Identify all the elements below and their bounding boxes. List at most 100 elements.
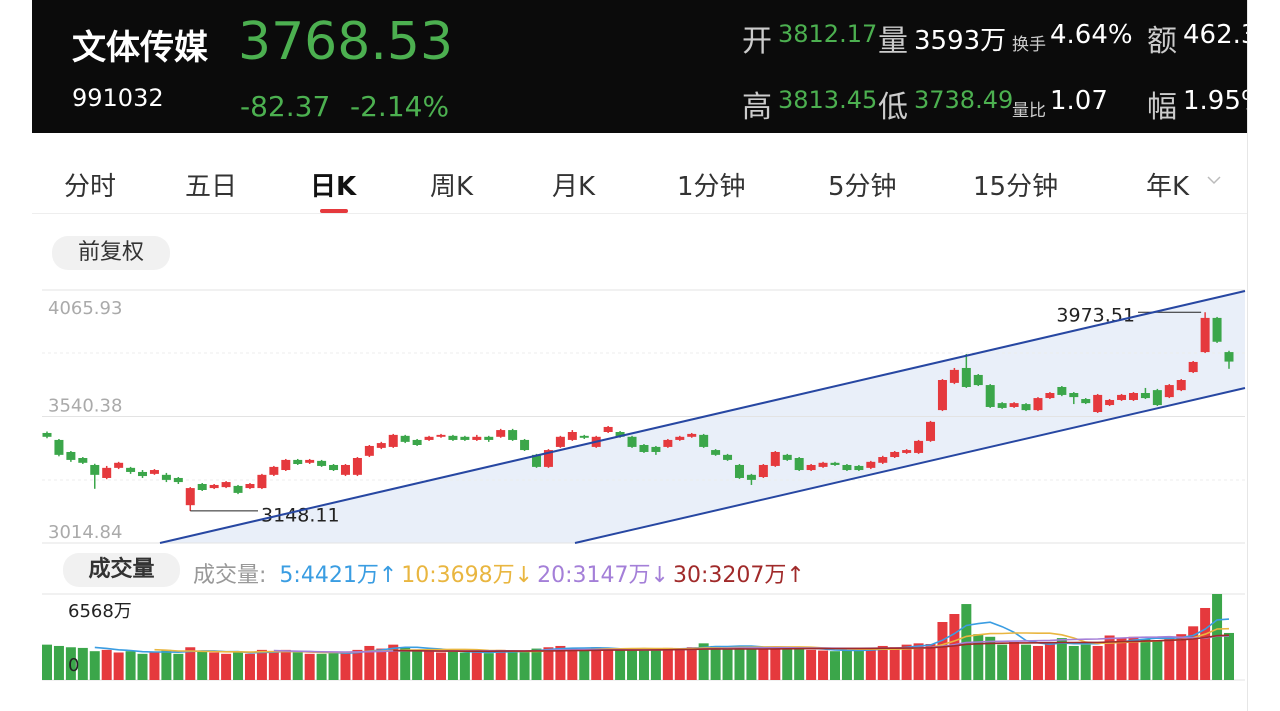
volume-bar xyxy=(89,651,100,680)
volume-bar xyxy=(221,653,232,680)
candle-body xyxy=(1033,398,1043,411)
volume-bar xyxy=(1140,639,1151,680)
volume-bar xyxy=(1116,638,1127,680)
trend-line xyxy=(574,387,1246,544)
candle-body xyxy=(388,434,398,447)
candle-body xyxy=(866,461,876,468)
volume-bar xyxy=(865,648,876,680)
candle-body xyxy=(114,462,124,468)
volume-bar xyxy=(197,651,208,680)
volume-bar xyxy=(280,649,291,680)
volume-bar xyxy=(233,652,244,680)
candle-body xyxy=(508,430,518,440)
candle-body xyxy=(424,436,434,440)
tab[interactable]: 5分钟 xyxy=(828,172,897,202)
candle-body xyxy=(1152,390,1162,406)
volume-bar xyxy=(292,652,303,680)
divider xyxy=(32,213,1247,214)
candle-body xyxy=(914,440,924,453)
stat-value: 462.3 xyxy=(1183,20,1247,50)
candle-body xyxy=(926,421,936,441)
volume-bar xyxy=(424,651,435,680)
volume-bar xyxy=(1044,643,1055,680)
volume-bar xyxy=(985,636,996,680)
y-tick-label: 4065.93 xyxy=(48,298,122,319)
volume-bar xyxy=(627,649,638,680)
trend-line xyxy=(159,290,1246,544)
candle-body xyxy=(842,464,852,471)
legend-title: 成交量: xyxy=(193,563,267,588)
volume-bar xyxy=(268,651,279,680)
candle-body xyxy=(699,434,709,447)
tab[interactable]: 五日 xyxy=(185,172,238,202)
volume-bar xyxy=(591,647,602,680)
candle-body xyxy=(376,443,386,448)
candle-body xyxy=(293,459,303,465)
candle-body xyxy=(830,462,840,465)
tab[interactable]: 周K xyxy=(430,172,474,202)
stat-value: 1.07 xyxy=(1050,86,1108,116)
candle-body xyxy=(496,430,506,437)
candle-body xyxy=(352,457,362,475)
volume-bar xyxy=(925,643,936,680)
candle-body xyxy=(149,470,159,474)
volume-bar xyxy=(1021,644,1032,680)
stat-value: 3812.17 xyxy=(778,20,878,48)
volume-bar xyxy=(101,649,112,680)
volume-bar xyxy=(997,644,1008,680)
candle-body xyxy=(890,451,900,458)
candle-body xyxy=(746,474,756,480)
candle-body xyxy=(902,450,912,453)
candle-body xyxy=(949,369,959,383)
candle-body xyxy=(627,436,637,447)
volume-bar xyxy=(841,650,852,680)
candle-body xyxy=(1224,352,1234,362)
ma-legend: 成交量: 5:4421万↑ 10:3698万↓ 20:3147万↓ 30:3207万↑ xyxy=(193,557,805,589)
volume-bar xyxy=(674,648,685,680)
stat-label: 高 xyxy=(742,90,772,125)
stat-label: 换手 xyxy=(1012,35,1046,55)
candle-body xyxy=(42,432,52,437)
tab[interactable]: 日K xyxy=(310,172,357,202)
volume-bar xyxy=(316,653,327,680)
chart: 3014.84 3540.38 4065.93 3973.51 3148.11 0 6568… xyxy=(42,289,1246,681)
volume-bar xyxy=(412,649,423,680)
low-label: 3148.11 xyxy=(261,504,340,526)
volume-bar xyxy=(42,644,52,680)
stat-value: 1.95% xyxy=(1183,86,1247,116)
volume-bar xyxy=(698,643,709,680)
volume-button[interactable]: 成交量 xyxy=(63,553,180,587)
candle-body xyxy=(770,451,780,466)
candle-body xyxy=(1176,380,1186,391)
tab[interactable]: 15分钟 xyxy=(973,172,1059,202)
volume-bar xyxy=(1164,636,1175,680)
volume-bar xyxy=(638,648,649,680)
volume-bar xyxy=(388,644,399,680)
volume-bar xyxy=(400,647,411,680)
candle-body xyxy=(1057,386,1067,395)
stat-label: 低 xyxy=(878,90,908,125)
adjust-button[interactable]: 前复权 xyxy=(52,236,170,270)
ma-label: 5:4421万↑ xyxy=(279,563,398,588)
candle-body xyxy=(1069,393,1079,398)
tab[interactable]: 1分钟 xyxy=(677,172,746,202)
volume-bar xyxy=(352,649,363,680)
candle-body xyxy=(472,436,482,440)
volume-bar xyxy=(519,650,530,680)
ma-label: 10:3698万↓ xyxy=(401,563,534,588)
volume-bar xyxy=(806,649,817,680)
tab[interactable]: 月K xyxy=(552,172,596,202)
candle-body xyxy=(90,464,100,475)
tab[interactable]: 分时 xyxy=(64,172,117,202)
volume-bar xyxy=(710,645,721,680)
volume-bar xyxy=(1200,607,1211,680)
volume-bar xyxy=(949,614,960,680)
volume-bar xyxy=(913,643,924,680)
volume-bar xyxy=(889,647,900,680)
candle-body xyxy=(1093,394,1103,413)
change-pct: -2.14% xyxy=(350,90,450,123)
tab[interactable]: 年K xyxy=(1146,172,1190,202)
candle-body xyxy=(185,488,195,506)
candle-body xyxy=(78,457,88,463)
